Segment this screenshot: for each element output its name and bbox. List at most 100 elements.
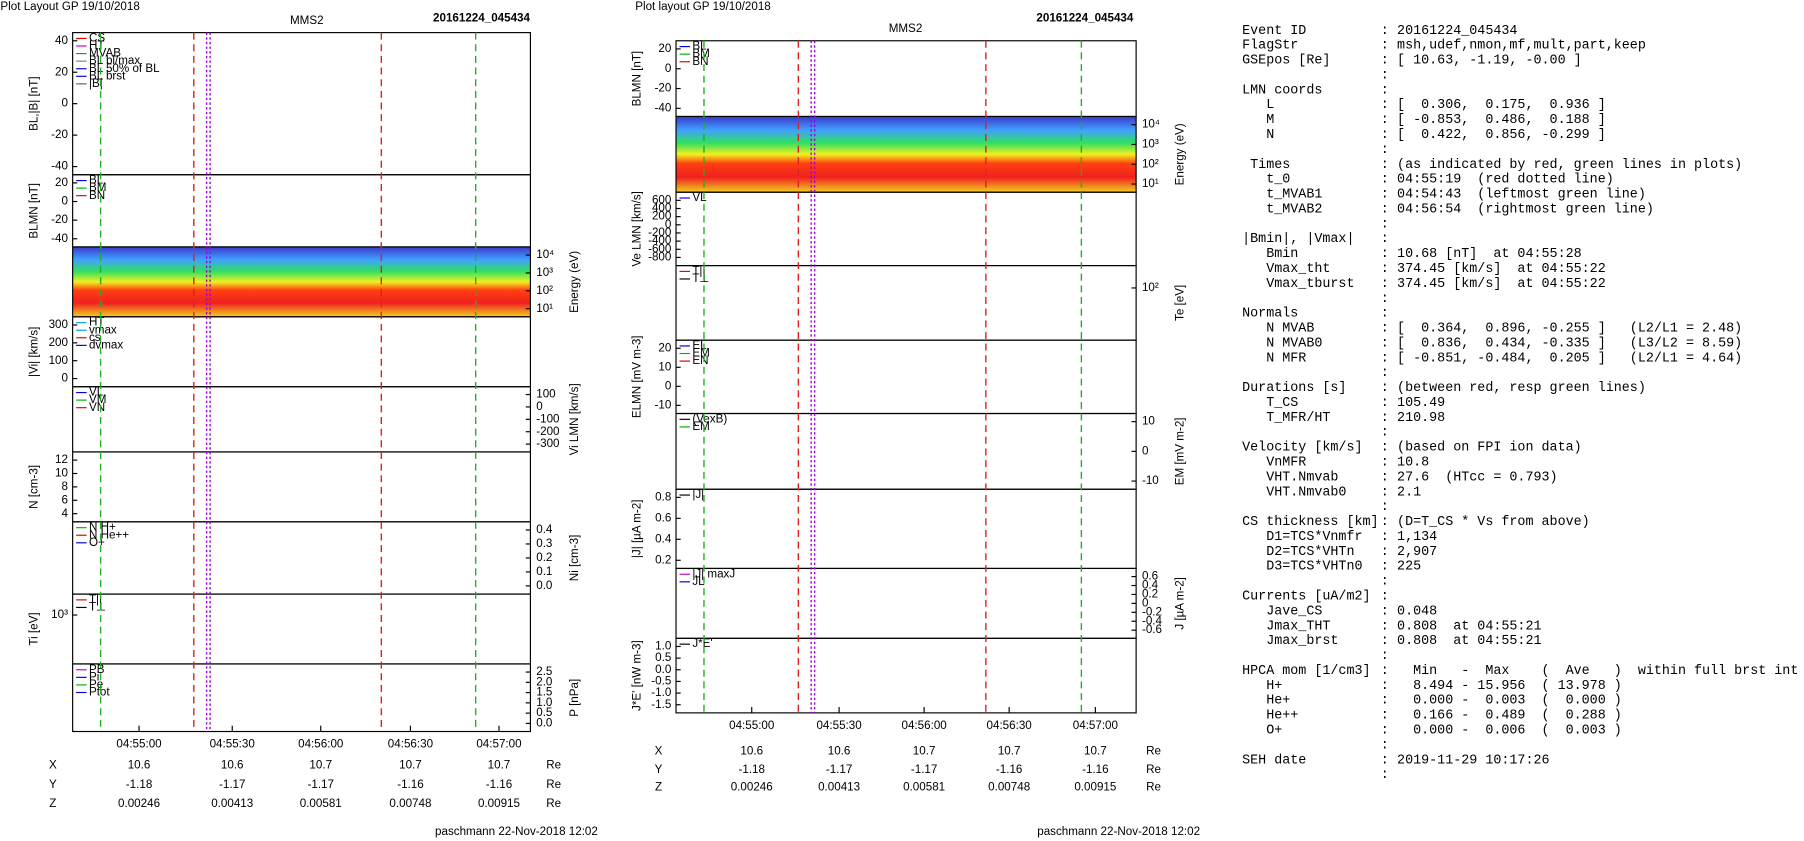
separator: : (1381, 247, 1389, 262)
info-key: T_CS (1242, 396, 1298, 411)
panel-frame (675, 488, 1137, 570)
y-tick-label: 40 (55, 34, 68, 47)
y-tick-label: 0.0 (536, 579, 553, 592)
y-axis-label: Energy (eV) (568, 251, 581, 313)
legend-label: O+ (89, 536, 105, 549)
separator: : (1381, 604, 1389, 619)
info-value: 210.98 (1397, 411, 1445, 426)
panel-frame (72, 316, 532, 388)
legend-label: BL bl/max (89, 54, 140, 67)
legend-label: T|| (692, 264, 705, 277)
info-key: Jmax_THT (1242, 619, 1330, 634)
y-tick-label: -200 (536, 425, 560, 438)
info-value: 0.808 at 04:55:21 (1397, 619, 1541, 634)
plot-header: Plot layout GP 19/10/2018 (635, 0, 771, 13)
separator: : (1381, 381, 1389, 396)
info-key: Times (1242, 158, 1290, 173)
separator: : (1381, 545, 1389, 560)
y-axis-label: BLMN [nT] (27, 183, 40, 239)
ephemeris-label: Z (49, 797, 56, 810)
info-value: 0.048 (1397, 604, 1437, 619)
ephemeris-unit: Re (546, 778, 561, 791)
info-value: 10.8 (1397, 456, 1429, 471)
legend-label: N He++ (89, 528, 129, 541)
info-key: Jmax_brst (1242, 634, 1338, 649)
legend-label: J*E' (692, 637, 712, 650)
panel-frame (72, 451, 532, 523)
info-value: [ 0.836, 0.434, -0.335 ] (L3/L2 = 8.59) (1397, 336, 1742, 351)
y-axis-label: Energy (eV) (1173, 123, 1186, 185)
legend-label: |J| (692, 488, 704, 501)
y-tick-label: -0.4 (1142, 614, 1163, 627)
info-key: Velocity [km/s] (1242, 441, 1362, 456)
y-tick-label: -300 (536, 437, 560, 450)
separator: : (1381, 113, 1389, 128)
y-tick-label: 10³ (536, 266, 553, 279)
info-value: [ 0.422, 0.856, -0.299 ] (1397, 128, 1606, 143)
info-value: 105.49 (1397, 396, 1445, 411)
info-value: 2019-11-29 10:17:26 (1397, 753, 1550, 768)
panel-frame (72, 386, 532, 453)
ephemeris-value: -1.18 (126, 778, 153, 791)
info-key: N (1242, 128, 1274, 143)
separator: : (1381, 39, 1389, 54)
y-axis-label: BL,|B| [nT] (27, 76, 40, 131)
y-tick-label: -800 (648, 251, 672, 264)
x-tick-label: 04:55:00 (729, 719, 775, 732)
separator: : (1381, 768, 1389, 783)
separator: : (1381, 426, 1389, 441)
y-tick-label: -20 (51, 213, 68, 226)
info-value: (as indicated by red, green lines in plo… (1397, 158, 1742, 173)
ephemeris-value: -1.16 (996, 763, 1023, 776)
separator: : (1381, 589, 1389, 604)
separator: : (1381, 723, 1389, 738)
panel-frame (72, 663, 532, 733)
ephemeris-value: 0.00581 (300, 797, 342, 810)
legend-label: EM (692, 420, 709, 433)
y-tick-label: 0.2 (536, 551, 552, 564)
x-tick-label: 04:55:30 (816, 719, 862, 732)
separator: : (1381, 173, 1389, 188)
info-value: 0.000 - 0.006 ( 0.003 ) (1397, 723, 1622, 738)
info-key: t_0 (1242, 173, 1290, 188)
ephemeris-value: 0.00413 (818, 780, 860, 793)
separator: : (1381, 292, 1389, 307)
info-key: Currents [uA/m2] (1242, 589, 1370, 604)
y-tick-label: 0.2 (1142, 588, 1158, 601)
info-value: 27.6 (HTcc = 0.793) (1397, 470, 1558, 485)
y-axis-label: BLMN [nT] (631, 51, 644, 107)
separator: : (1381, 694, 1389, 709)
info-key: H+ (1242, 679, 1282, 694)
legend-label: BM (89, 181, 106, 194)
info-value: 2.1 (1397, 485, 1421, 500)
info-key: Event ID (1242, 24, 1306, 39)
ephemeris-value: -1.17 (219, 778, 246, 791)
y-tick-label: 10 (658, 360, 671, 373)
separator: : (1381, 441, 1389, 456)
separator: : (1381, 262, 1389, 277)
legend-label: T⊥ (692, 272, 709, 285)
y-tick-label: 8 (62, 480, 68, 493)
separator: : (1381, 322, 1389, 337)
y-tick-label: -100 (536, 412, 560, 425)
info-key: CS thickness [km] (1242, 515, 1378, 530)
y-tick-label: -40 (655, 101, 672, 114)
y-tick-label: 200 (652, 210, 672, 223)
y-tick-label: -1.5 (651, 698, 671, 711)
info-value: 04:54:43 (leftmost green line) (1397, 188, 1646, 203)
y-tick-label: 0 (665, 62, 672, 75)
x-tick-label: 04:56:00 (901, 719, 947, 732)
y-tick-label: -0.6 (1142, 623, 1162, 636)
y-axis-label: N [cm-3] (27, 465, 40, 509)
y-tick-label: 0.4 (536, 523, 553, 536)
separator: : (1381, 98, 1389, 113)
legend-label: Pe (89, 678, 103, 691)
y-tick-label: 0.4 (1142, 579, 1159, 592)
y-tick-label: 20 (658, 341, 671, 354)
x-tick-label: 04:57:00 (1073, 719, 1119, 732)
y-tick-label: -400 (648, 234, 672, 247)
legend-label: (VexB) (692, 412, 727, 425)
ephemeris-value: 0.00246 (731, 780, 773, 793)
y-axis-label: J*E' [nW m-3] (631, 640, 644, 711)
info-value: 8.494 - 15.956 ( 13.978 ) (1397, 679, 1622, 694)
